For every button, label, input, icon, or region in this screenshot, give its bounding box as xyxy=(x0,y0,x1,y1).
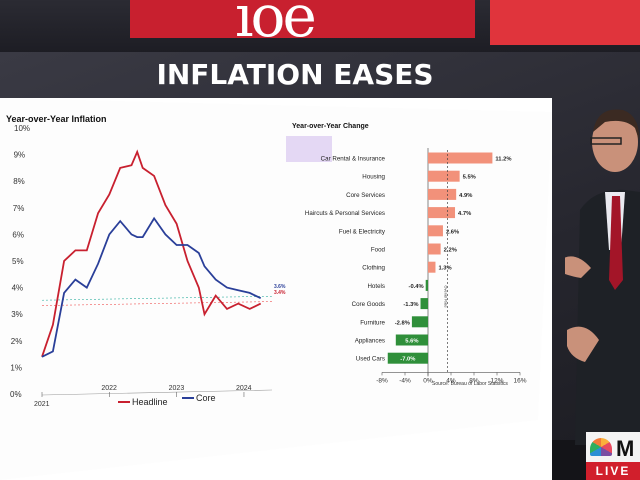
x-tick-label: 0% xyxy=(423,377,433,384)
bar-value-label: 2.6% xyxy=(446,229,459,235)
bar xyxy=(428,152,493,164)
bar-value-label: 4.7% xyxy=(458,211,471,217)
network-mark: M xyxy=(616,436,635,461)
right-chart-bars: Car Rental & Insurance 11.2% Housing 5.5% Co… xyxy=(305,148,512,377)
left-chart-lines xyxy=(41,149,262,358)
y-tick-label: 6% xyxy=(12,230,24,239)
bar-value-label: -7.0% xyxy=(400,357,415,363)
category-label: Housing xyxy=(362,174,385,181)
top-red-panel-right xyxy=(490,0,640,45)
x-axis-line xyxy=(41,389,273,396)
headline-banner: INFLATION EASES xyxy=(156,58,434,91)
bar-value-label: 5.6% xyxy=(405,339,418,345)
bar xyxy=(395,334,428,346)
show-logo: ioe xyxy=(235,0,317,50)
x-tick-label: -4% xyxy=(399,377,411,384)
x-tick-label: -8% xyxy=(376,377,388,384)
bar xyxy=(387,352,428,364)
bar xyxy=(428,207,456,219)
x-tick-label: 2023 xyxy=(169,385,185,392)
category-label: Core Goods xyxy=(352,301,385,308)
presenter-suit xyxy=(575,189,640,445)
left-chart-legend: Headline Core xyxy=(118,393,216,407)
bar xyxy=(420,298,428,310)
x-tick-label: 2022 xyxy=(101,385,117,392)
highlight-swatch xyxy=(286,136,332,162)
bar-value-label: -2.8% xyxy=(395,320,410,326)
category-label: Food xyxy=(371,247,386,254)
presenter xyxy=(565,109,640,445)
left-chart-title: Year-over-Year Inflation xyxy=(6,114,107,124)
y-tick-label: 8% xyxy=(13,177,25,186)
y-tick-label: 1% xyxy=(10,363,22,372)
bar xyxy=(428,225,443,237)
bar-value-label: -0.4% xyxy=(409,284,424,290)
y-tick-label: 9% xyxy=(14,151,26,160)
y-tick-label: 5% xyxy=(12,257,24,266)
overall-rate-label: Overall Rate xyxy=(444,285,449,308)
y-tick-label: 4% xyxy=(12,284,24,293)
category-label: Appliances xyxy=(355,338,385,345)
category-label: Furniture xyxy=(360,319,385,326)
presenter-tie xyxy=(609,196,623,290)
bar xyxy=(428,243,441,255)
category-label: Hotels xyxy=(367,283,385,290)
headline-end-label: 3.4% xyxy=(274,290,286,296)
bar-value-label: -1.3% xyxy=(403,302,418,308)
top-red-panel xyxy=(130,0,475,38)
y-tick-label: 7% xyxy=(13,204,25,213)
right-chart-title: Year-over-Year Change xyxy=(292,123,369,130)
left-chart-y-axis: 0% 1% 2% 3% 4% 5% 6% 7% 8% 9% 10% xyxy=(10,124,30,399)
x-tick-label: 8% xyxy=(469,377,479,384)
y-tick-label: 10% xyxy=(14,124,30,133)
live-indicator: LIVE xyxy=(586,462,640,480)
bar xyxy=(425,279,428,291)
x-tick-label: 16% xyxy=(513,377,526,384)
bar-value-label: 1.3% xyxy=(438,266,451,272)
bar xyxy=(428,170,460,182)
peacock-logo-icon xyxy=(590,438,612,456)
legend-headline-label: Headline xyxy=(132,397,168,407)
network-badge: M LIVE xyxy=(586,432,640,480)
bar-value-label: 2.2% xyxy=(444,248,457,254)
bar xyxy=(411,316,428,328)
presenter-hair xyxy=(593,109,640,140)
y-tick-label: 2% xyxy=(11,337,23,346)
category-label: Fuel & Electricity xyxy=(339,228,386,235)
presenter-head xyxy=(592,112,638,172)
legend-core-label: Core xyxy=(196,393,216,403)
category-label: Haircuts & Personal Services xyxy=(305,210,385,217)
core-end-label: 3.6% xyxy=(274,284,286,290)
presenter-hand-lower xyxy=(567,326,599,362)
y-tick-label: 0% xyxy=(10,390,22,399)
board-white-panel xyxy=(0,98,552,480)
series-line-headline xyxy=(41,149,262,358)
y-tick-label: 3% xyxy=(11,310,23,319)
bar xyxy=(428,188,457,200)
category-label: Clothing xyxy=(362,265,385,272)
bar-value-label: 4.9% xyxy=(459,193,472,199)
x-tick-label: 2021 xyxy=(34,401,50,408)
series-line-core xyxy=(41,216,262,358)
presenter-glasses xyxy=(590,137,622,145)
category-label: Car Rental & Insurance xyxy=(321,156,386,163)
x-tick-label: 2024 xyxy=(236,385,252,392)
right-chart-x-axis: -8% -4% 0% 4% 8% 12% 16% xyxy=(376,372,527,384)
left-chart-x-axis: 2021 2022 2023 2024 xyxy=(34,385,273,408)
display-board: Year-over-Year Inflation 0% 1% 2% 3% 4% 5% 6% 7… xyxy=(0,98,552,480)
bar-value-label: 5.5% xyxy=(463,175,476,181)
category-label: Core Services xyxy=(346,192,385,199)
presenter-hand xyxy=(565,256,591,278)
bar-value-label: 11.2% xyxy=(495,157,511,163)
bar xyxy=(428,261,436,273)
x-tick-label: 4% xyxy=(446,377,456,384)
x-tick-label: 12% xyxy=(490,377,503,384)
source-note: Source: Bureau of Labor Statistics xyxy=(432,381,508,387)
category-label: Used Cars xyxy=(356,356,385,363)
